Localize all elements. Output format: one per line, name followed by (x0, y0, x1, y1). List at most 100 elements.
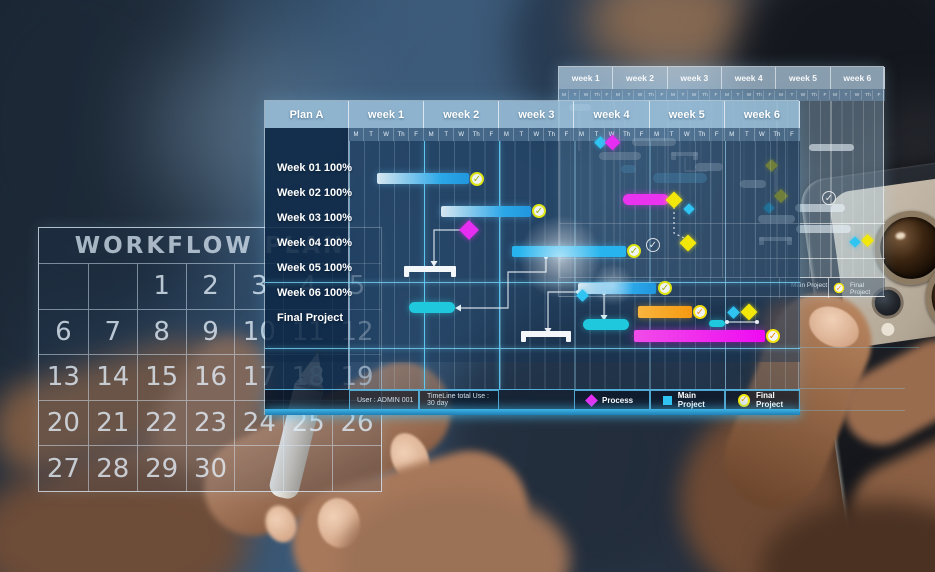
gantt-row-label: Week 06 100% (277, 287, 353, 299)
gantt-bar (634, 330, 765, 342)
bg-day-label: Th (647, 90, 656, 100)
gantt-row-label-column (265, 128, 349, 389)
main-project-square-icon (663, 395, 672, 405)
gantt-day-label: W (379, 128, 395, 141)
check-icon: ✓ (532, 204, 546, 218)
bg-day-label: F (658, 90, 667, 100)
bg-day-strip: M T W Th F M T W Th F M T W Th F M T W Th F M T W Th F M T W Th F (559, 89, 885, 101)
calendar-day-cell: 27 (39, 445, 88, 491)
gantt-plan-header: Plan A (265, 101, 349, 128)
check-icon: ✓ (658, 281, 672, 295)
gantt-day-label: T (439, 128, 455, 141)
calendar-day-cell: 13 (39, 354, 88, 400)
calendar-day-cell (39, 263, 88, 309)
gantt-day-label: T (665, 128, 680, 141)
hologram-line-extension (799, 347, 919, 348)
status-timeline-cell: TimeLine total Use : 30 day (419, 390, 499, 410)
gantt-day-label: W (529, 128, 545, 141)
gantt-week-header: week 3 (499, 101, 575, 128)
gantt-day-label: M (725, 128, 740, 141)
gantt-day-label: Th (544, 128, 560, 141)
gantt-bar (409, 302, 455, 313)
bg-day-label: M (777, 90, 786, 100)
final-project-check-icon: ✓ (738, 393, 751, 407)
check-icon: ✓ (627, 244, 641, 258)
gantt-bar (512, 246, 626, 257)
legend-item-main-project: Main Project (650, 390, 725, 410)
bg-day-label: M (723, 90, 732, 100)
gantt-day-label: F (785, 128, 800, 141)
calendar-day-cell (234, 445, 284, 491)
legend-label: Main Project (677, 391, 705, 409)
gantt-highlight-week-line (424, 141, 425, 389)
bg-week-header: week 2 (613, 67, 668, 89)
bg-gantt-bar (809, 144, 854, 151)
gantt-day-label: Th (394, 128, 410, 141)
gantt-summary-bracket (521, 331, 571, 342)
gantt-day-label: Th (770, 128, 785, 141)
calendar-day-cell: 3 (234, 263, 284, 309)
hologram-line-extension (799, 388, 905, 389)
gantt-week-header: week 4 (574, 101, 650, 128)
calendar-day-cell: 29 (136, 445, 186, 491)
gantt-summary-bracket (404, 266, 456, 277)
gantt-bar (623, 194, 669, 205)
check-icon: ✓ (646, 238, 660, 252)
bg-day-label: T (788, 90, 797, 100)
bg-week-header: week 1 (559, 67, 614, 89)
calendar-day-cell: 16 (185, 354, 235, 400)
gantt-day-label: T (740, 128, 755, 141)
gantt-row-label: Week 01 100% (277, 162, 353, 174)
gantt-bar (441, 206, 531, 217)
bg-day-label: F (766, 90, 776, 100)
bg-legend-check-icon: ✓ (833, 282, 845, 294)
calendar-day-cell: 6 (39, 308, 88, 355)
bg-day-label: Th (864, 90, 873, 100)
calendar-day-cell (87, 263, 137, 309)
lens-highlight (895, 231, 907, 240)
gantt-week-header: week 5 (649, 101, 725, 128)
bg-check-icon: ✓ (822, 191, 836, 205)
calendar-day-cell: 1 (136, 263, 186, 309)
calendar-day-cell: 21 (87, 399, 137, 446)
bg-legend-main-project: Main Project (791, 282, 828, 289)
bg-day-label: W (799, 90, 808, 100)
gantt-bar (709, 320, 725, 327)
gantt-bar (578, 283, 656, 294)
bg-day-label: W (853, 90, 862, 100)
bg-legend-divider (828, 278, 829, 298)
bg-day-label: T (842, 90, 852, 100)
bg-day-label: T (571, 90, 580, 100)
bg-day-label: Th (701, 90, 710, 100)
calendar-day-cell: 23 (185, 399, 235, 446)
bg-week-header: week 3 (667, 67, 722, 89)
gantt-row-label: Week 05 100% (277, 262, 353, 274)
bg-gantt-bar (795, 204, 845, 212)
bg-day-label: F (821, 90, 830, 100)
gantt-day-label: W (680, 128, 695, 141)
bg-day-label: M (560, 90, 569, 100)
calendar-day-cell: 22 (136, 399, 186, 446)
status-left-dark (265, 390, 349, 410)
calendar-day-cell (283, 445, 333, 491)
bg-day-label: W (636, 90, 645, 100)
gantt-day-label: Th (620, 128, 635, 141)
calendar-day-cell (332, 445, 381, 491)
gantt-row-label: Week 04 100% (277, 237, 353, 249)
gantt-day-label: W (454, 128, 470, 141)
gantt-bottom-glow (265, 409, 800, 415)
bg-day-label: T (625, 90, 634, 100)
legend-item-final-project: ✓ Final Project (725, 390, 800, 410)
calendar-day-cell: 28 (87, 445, 137, 491)
calendar-day-cell: 7 (87, 308, 137, 355)
bg-day-label: W (690, 90, 700, 100)
gantt-day-label: F (710, 128, 725, 141)
bg-legend-final-project: Final Project (850, 282, 871, 296)
gantt-day-label: M (349, 128, 365, 141)
legend-item-process: Process (574, 390, 650, 410)
bg-week-header: week 6 (830, 67, 885, 89)
hologram-line-extension (799, 410, 905, 411)
gantt-highlight-row-line (265, 348, 800, 349)
